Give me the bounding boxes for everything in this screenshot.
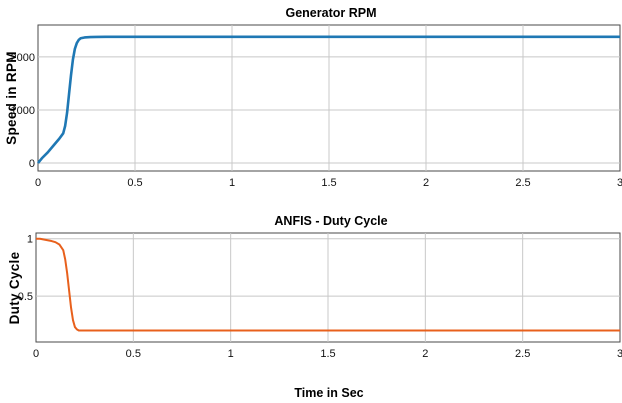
x-tick-label: 1 (229, 177, 235, 189)
y-ticks: 0 1000 2000 (11, 52, 35, 170)
x-ticks: 0 0.5 1 1.5 2 2.5 3 (35, 177, 622, 189)
y-axis-label: Duty Cycle (7, 251, 22, 324)
x-tick-label: 2 (422, 348, 428, 360)
x-tick-label: 0 (33, 348, 39, 360)
generator-rpm-plot: Generator RPM 0 0.5 1 1.5 2 2.5 3 0 1000 2000 Sp… (4, 6, 622, 189)
x-tick-label: 2.5 (515, 177, 530, 189)
y-ticks: 0.51 (18, 234, 33, 303)
y-tick-label: 0.5 (18, 291, 33, 303)
rpm-series-line (36, 35, 620, 164)
x-tick-label: 3 (617, 177, 622, 189)
grid (36, 233, 620, 342)
x-tick-label: 1 (228, 348, 234, 360)
x-axis-label: Time in Sec (294, 386, 363, 400)
y-tick-label: 1 (27, 234, 33, 246)
duty-cycle-plot: ANFIS - Duty Cycle 0 0.5 1 1.5 2 2.5 3 0.51 Du… (7, 214, 622, 400)
x-tick-label: 0 (35, 177, 41, 189)
x-tick-label: 0.5 (126, 348, 141, 360)
x-tick-label: 1.5 (321, 177, 336, 189)
x-tick-label: 1.5 (320, 348, 335, 360)
y-axis-label: Speed in RPM (4, 51, 19, 145)
y-tick-label: 2000 (11, 52, 35, 64)
y-tick-label: 0 (29, 158, 35, 170)
y-tick-label: 1000 (11, 105, 35, 117)
x-ticks: 0 0.5 1 1.5 2 2.5 3 (33, 348, 622, 360)
grid (38, 25, 620, 171)
x-tick-label: 2 (423, 177, 429, 189)
plot-title: ANFIS - Duty Cycle (274, 214, 387, 228)
plot-title: Generator RPM (286, 6, 377, 20)
x-tick-label: 2.5 (515, 348, 530, 360)
x-tick-label: 0.5 (127, 177, 142, 189)
duty-cycle-series-line (36, 237, 620, 332)
x-tick-label: 3 (617, 348, 622, 360)
